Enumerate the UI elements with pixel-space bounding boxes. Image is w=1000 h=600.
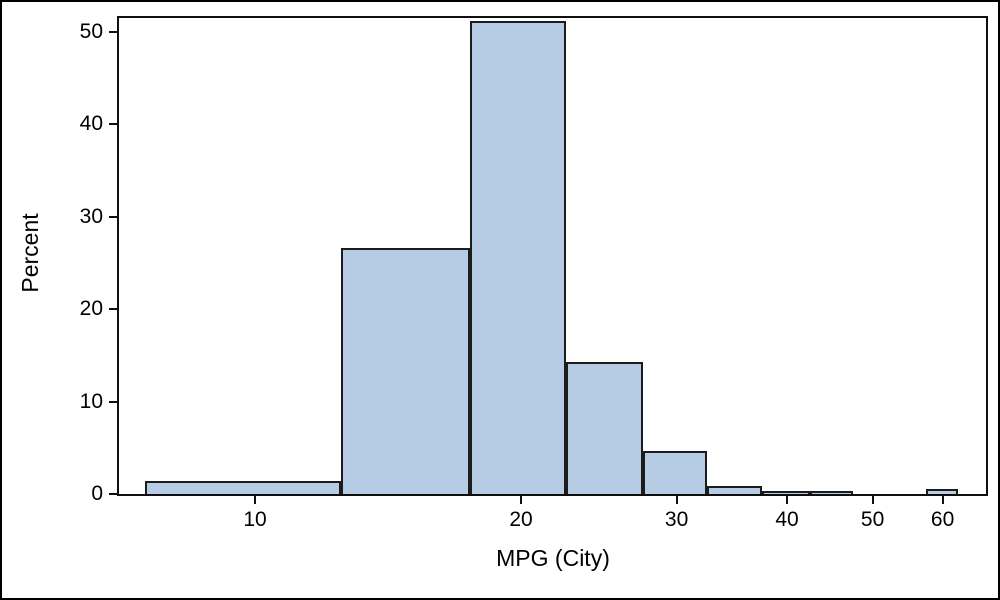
histogram-bar bbox=[762, 491, 811, 494]
histogram-bar bbox=[144, 481, 341, 494]
y-tick-mark bbox=[109, 215, 117, 218]
histogram-bar bbox=[566, 361, 644, 494]
x-tick-mark bbox=[786, 496, 788, 504]
histogram-bar bbox=[926, 489, 959, 494]
y-tick-label: 50 bbox=[79, 20, 103, 43]
y-tick-label: 40 bbox=[79, 112, 103, 136]
x-axis-title: MPG (City) bbox=[496, 545, 610, 571]
x-tick-label: 20 bbox=[509, 508, 533, 531]
y-tick-mark bbox=[109, 493, 117, 495]
plot-area bbox=[117, 16, 988, 496]
y-tick-label: 30 bbox=[79, 204, 103, 228]
histogram-bar bbox=[643, 450, 708, 494]
x-tick-label: 60 bbox=[930, 508, 955, 531]
y-tick-label: 10 bbox=[79, 389, 103, 413]
x-tick-mark bbox=[520, 496, 522, 504]
histogram-bar bbox=[469, 20, 567, 494]
y-tick-mark bbox=[109, 123, 117, 126]
x-tick-mark bbox=[871, 496, 874, 504]
x-tick-label: 30 bbox=[664, 508, 689, 531]
y-tick-label: 20 bbox=[79, 297, 103, 321]
x-tick-label: 50 bbox=[860, 508, 885, 531]
histogram-bar bbox=[707, 485, 763, 494]
x-tick-mark bbox=[941, 496, 944, 504]
y-tick-mark bbox=[109, 308, 117, 311]
x-tick-label: 10 bbox=[243, 508, 267, 531]
x-tick-label: 40 bbox=[775, 508, 799, 531]
y-tick-mark bbox=[109, 400, 117, 403]
y-axis-title: Percent bbox=[17, 213, 43, 293]
x-tick-mark bbox=[254, 496, 256, 504]
x-tick-mark bbox=[675, 496, 678, 504]
y-tick-label: 0 bbox=[91, 482, 103, 505]
histogram-bar bbox=[810, 491, 853, 494]
histogram-bar bbox=[340, 248, 470, 494]
y-tick-mark bbox=[109, 31, 117, 33]
